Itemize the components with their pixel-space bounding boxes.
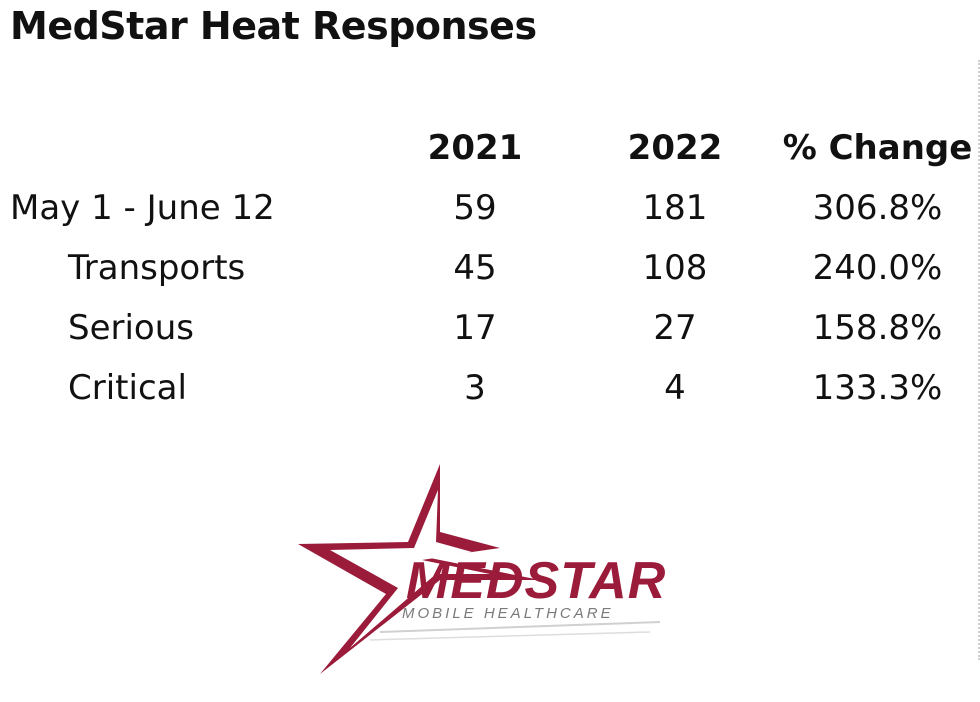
medstar-logo: MEDSTAR MOBILE HEALTHCARE [298,464,666,674]
cell-2021: 3 [464,368,486,408]
cell-change: 133.3% [812,368,943,408]
cell-2021: 59 [453,188,497,228]
row-label-critical: Critical [68,368,187,408]
cell-change: 240.0% [812,248,943,288]
cell-2022: 4 [664,368,686,408]
cell-change: 158.8% [812,308,943,348]
row-label-serious: Serious [68,308,194,348]
cell-2022: 181 [642,188,708,228]
row-label-period: May 1 - June 12 [10,188,275,228]
page-edge-divider [974,60,980,660]
page-title: MedStar Heat Responses [10,4,537,48]
column-header-2021: 2021 [427,128,523,168]
cell-2021: 17 [453,308,497,348]
cell-2022: 27 [653,308,697,348]
logo-tagline: MOBILE HEALTHCARE [402,605,614,622]
column-header-2022: 2022 [627,128,723,168]
cell-2022: 108 [642,248,708,288]
row-label-transports: Transports [68,248,246,288]
logo-wordmark: MEDSTAR [406,552,666,610]
cell-2021: 45 [453,248,497,288]
star-icon [298,464,661,674]
cell-change: 306.8% [812,188,943,228]
column-header-change: % Change [782,128,973,168]
